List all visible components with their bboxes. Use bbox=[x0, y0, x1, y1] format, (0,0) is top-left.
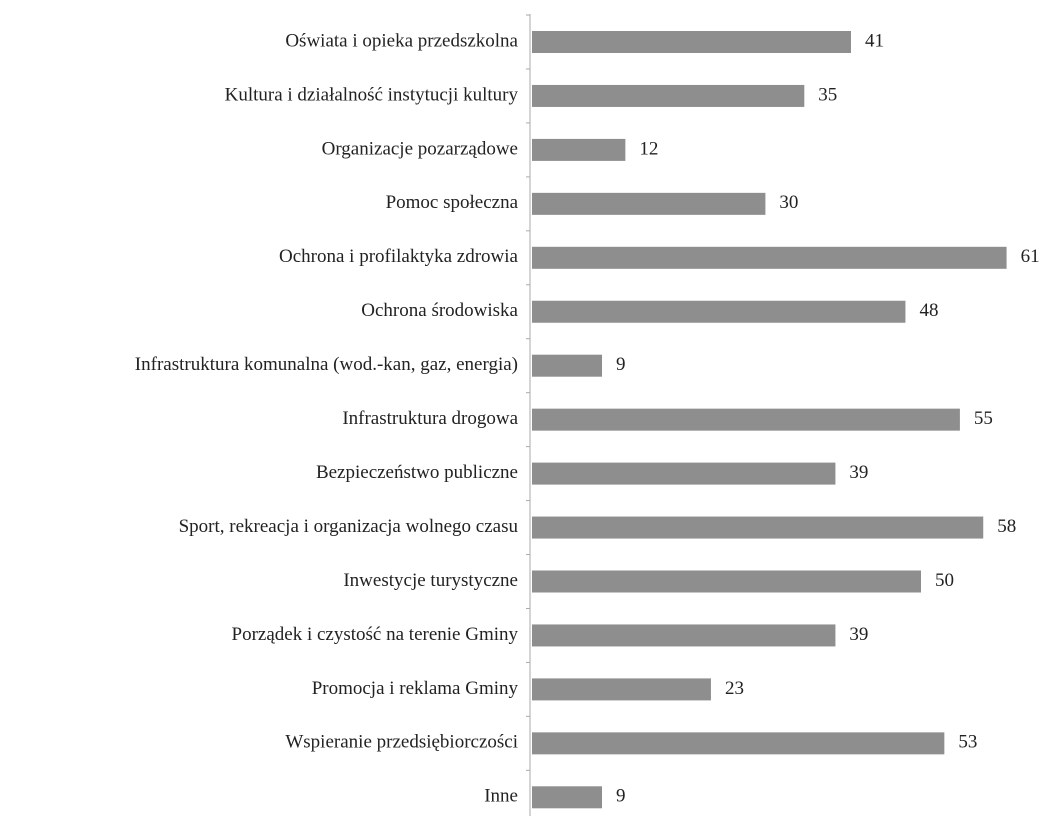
category-label: Bezpieczeństwo publiczne bbox=[316, 462, 518, 483]
category-label: Infrastruktura komunalna (wod.-kan, gaz,… bbox=[135, 354, 518, 375]
value-label: 39 bbox=[849, 462, 868, 483]
value-label: 23 bbox=[725, 678, 744, 699]
bar bbox=[532, 624, 836, 647]
value-label: 9 bbox=[616, 786, 626, 807]
value-label: 35 bbox=[818, 84, 837, 105]
bar bbox=[532, 192, 766, 215]
value-label: 53 bbox=[958, 732, 977, 753]
category-label: Sport, rekreacja i organizacja wolnego c… bbox=[179, 516, 519, 537]
bar bbox=[532, 138, 626, 161]
bar bbox=[532, 300, 906, 323]
category-label: Ochrona i profilaktyka zdrowia bbox=[279, 246, 519, 267]
bar bbox=[532, 246, 1007, 269]
category-label: Pomoc społeczna bbox=[386, 192, 519, 213]
value-label: 55 bbox=[974, 408, 993, 429]
value-label: 48 bbox=[919, 300, 938, 321]
value-label: 39 bbox=[849, 624, 868, 645]
value-label: 61 bbox=[1021, 246, 1040, 267]
bar bbox=[532, 516, 984, 539]
bar bbox=[532, 408, 960, 431]
value-label: 9 bbox=[616, 354, 626, 375]
bar bbox=[532, 462, 836, 485]
value-label: 12 bbox=[639, 138, 658, 159]
value-label: 50 bbox=[935, 570, 954, 591]
bar bbox=[532, 570, 921, 593]
bar bbox=[532, 678, 711, 701]
category-label: Oświata i opieka przedszkolna bbox=[285, 30, 518, 51]
value-label: 41 bbox=[865, 30, 884, 51]
category-label: Inwestycje turystyczne bbox=[343, 570, 518, 591]
category-label: Organizacje pozarządowe bbox=[322, 138, 518, 159]
category-label: Ochrona środowiska bbox=[361, 300, 518, 321]
bar bbox=[532, 84, 805, 107]
category-label: Inne bbox=[484, 786, 518, 807]
bar bbox=[532, 354, 603, 377]
bar bbox=[532, 31, 851, 53]
category-label: Porządek i czystość na terenie Gminy bbox=[232, 624, 519, 645]
bar bbox=[532, 786, 603, 809]
category-label: Kultura i działalność instytucji kultury bbox=[225, 84, 519, 105]
category-label: Infrastruktura drogowa bbox=[342, 408, 518, 429]
category-label: Wspieranie przedsiębiorczości bbox=[285, 732, 518, 753]
value-label: 30 bbox=[779, 192, 798, 213]
value-label: 58 bbox=[997, 516, 1016, 537]
bar bbox=[532, 732, 945, 755]
category-label: Promocja i reklama Gminy bbox=[312, 678, 519, 699]
